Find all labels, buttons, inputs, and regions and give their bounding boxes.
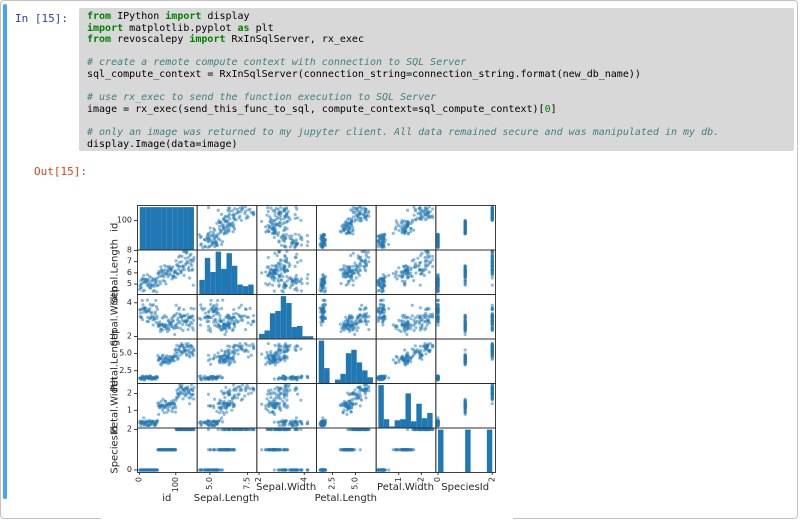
selected-cell-indicator bbox=[3, 4, 7, 499]
output-image-area bbox=[101, 189, 513, 521]
output-prompt: Out[15]: bbox=[34, 165, 87, 178]
input-prompt: In [15]: bbox=[15, 12, 68, 25]
scatter-matrix-plot bbox=[101, 189, 513, 521]
code-cell-editor[interactable]: from IPython import display import matplo… bbox=[79, 8, 794, 151]
code-lines: from IPython import display import matplo… bbox=[87, 11, 720, 150]
